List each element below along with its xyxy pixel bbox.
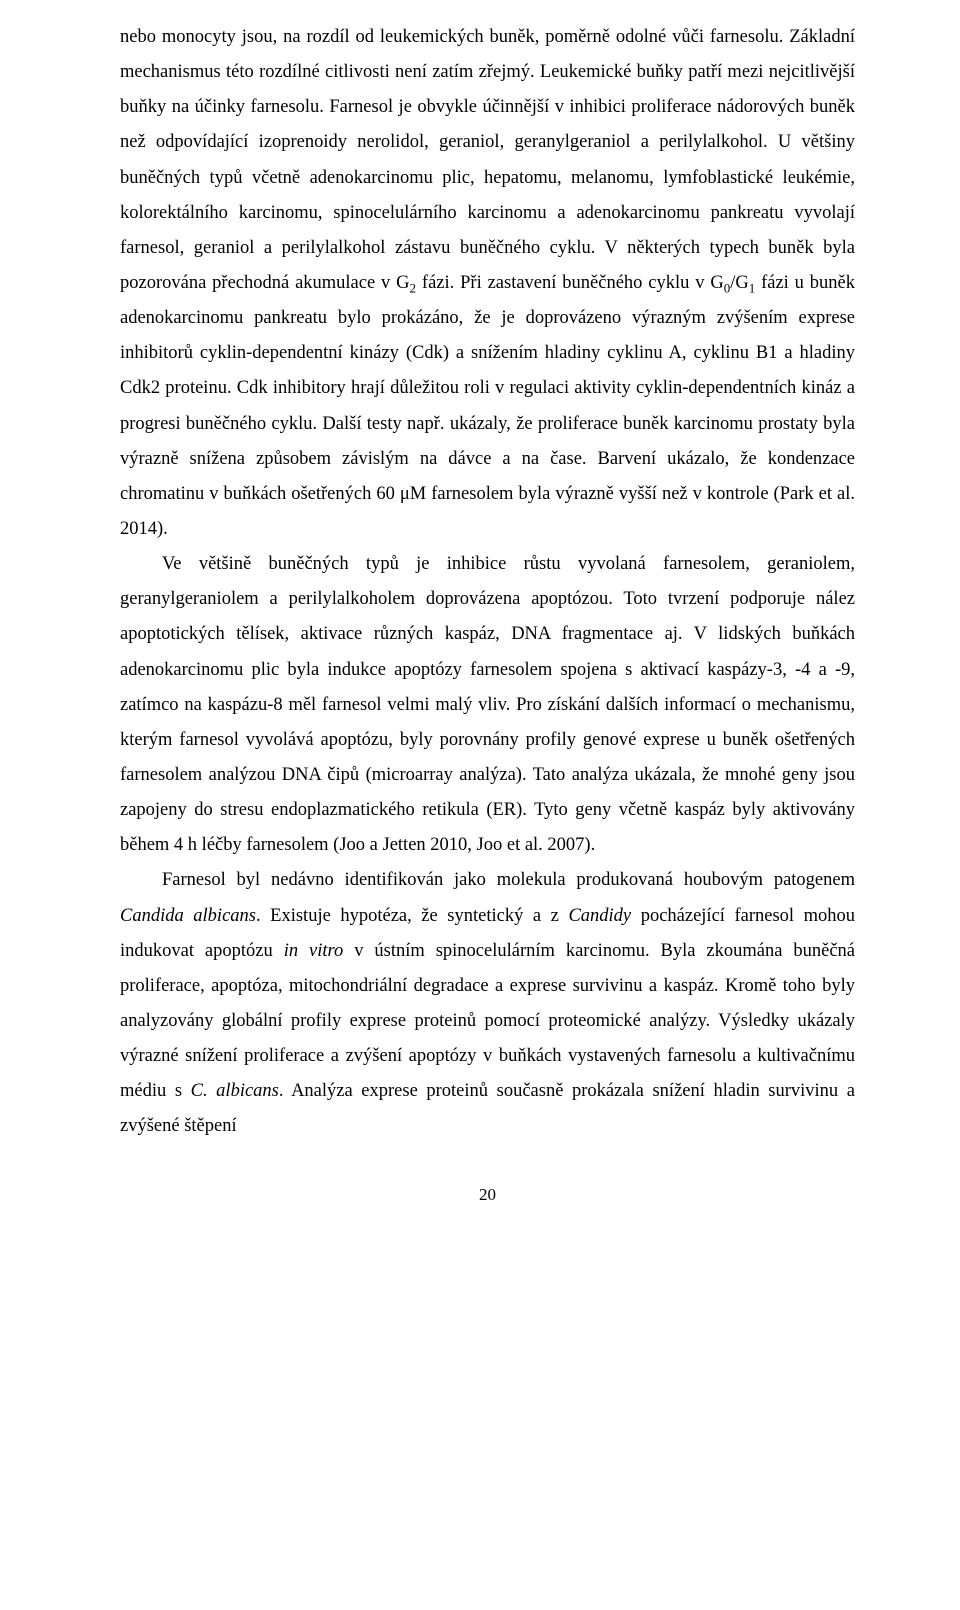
text-segment: . Existuje hypotéza, že syntetický a z xyxy=(256,906,568,926)
species-name: Candidy xyxy=(568,906,631,926)
species-name: C. albicans xyxy=(191,1081,279,1101)
text-segment: v ústním spinocelulárním karcinomu. Byla… xyxy=(120,941,855,1102)
text-segment: Farnesol byl nedávno identifikován jako … xyxy=(162,870,855,890)
text-segment: fázi. Při zastavení buněčného cyklu v G xyxy=(416,273,724,293)
paragraph-2: Ve většině buněčných typů je inhibice rů… xyxy=(120,547,855,863)
paragraph-1: nebo monocyty jsou, na rozdíl od leukemi… xyxy=(120,20,855,547)
text-segment: nebo monocyty jsou, na rozdíl od leukemi… xyxy=(120,27,855,293)
page-number: 20 xyxy=(120,1179,855,1211)
paragraph-3: Farnesol byl nedávno identifikován jako … xyxy=(120,863,855,1144)
species-name: Candida albicans xyxy=(120,906,256,926)
text-segment: Ve většině buněčných typů je inhibice rů… xyxy=(120,554,855,855)
text-segment: fázi u buněk adenokarcinomu pankreatu by… xyxy=(120,273,855,539)
text-segment: /G xyxy=(730,273,749,293)
latin-term: in vitro xyxy=(284,941,344,961)
